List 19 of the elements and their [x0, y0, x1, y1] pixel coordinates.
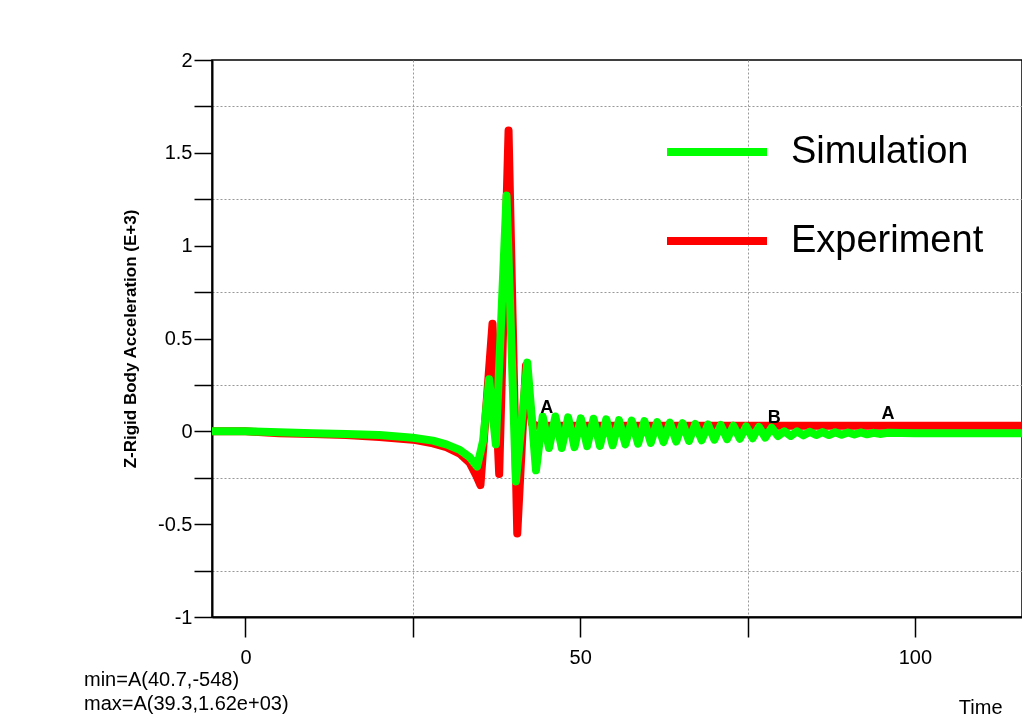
x-tick-label: 50	[569, 645, 592, 668]
annotation: A	[540, 397, 554, 418]
y-tick-label: 0	[181, 419, 193, 442]
y-tick-label: -0.5	[158, 512, 193, 535]
y-tick-label: -1	[174, 605, 193, 628]
legend-label: Simulation	[791, 129, 969, 171]
legend-label: Experiment	[791, 218, 984, 260]
x-axis-title: Time	[958, 695, 1003, 718]
annotation: B	[767, 406, 781, 427]
x-tick-label: 0	[240, 645, 252, 668]
y-tick-label: 2	[181, 48, 193, 71]
y-tick-label: 0.5	[164, 327, 193, 349]
y-tick-label: 1.5	[164, 141, 193, 164]
y-tick-label: 1	[181, 234, 193, 257]
annotation: A	[881, 403, 895, 424]
text: min=A(40.7,-548)	[84, 668, 240, 690]
y-axis-title: Z-Rigid Body Acceleration (E+3)	[121, 209, 141, 469]
x-tick-label: 100	[898, 645, 933, 668]
text: max=A(39.3,1.62e+03)	[84, 692, 289, 714]
